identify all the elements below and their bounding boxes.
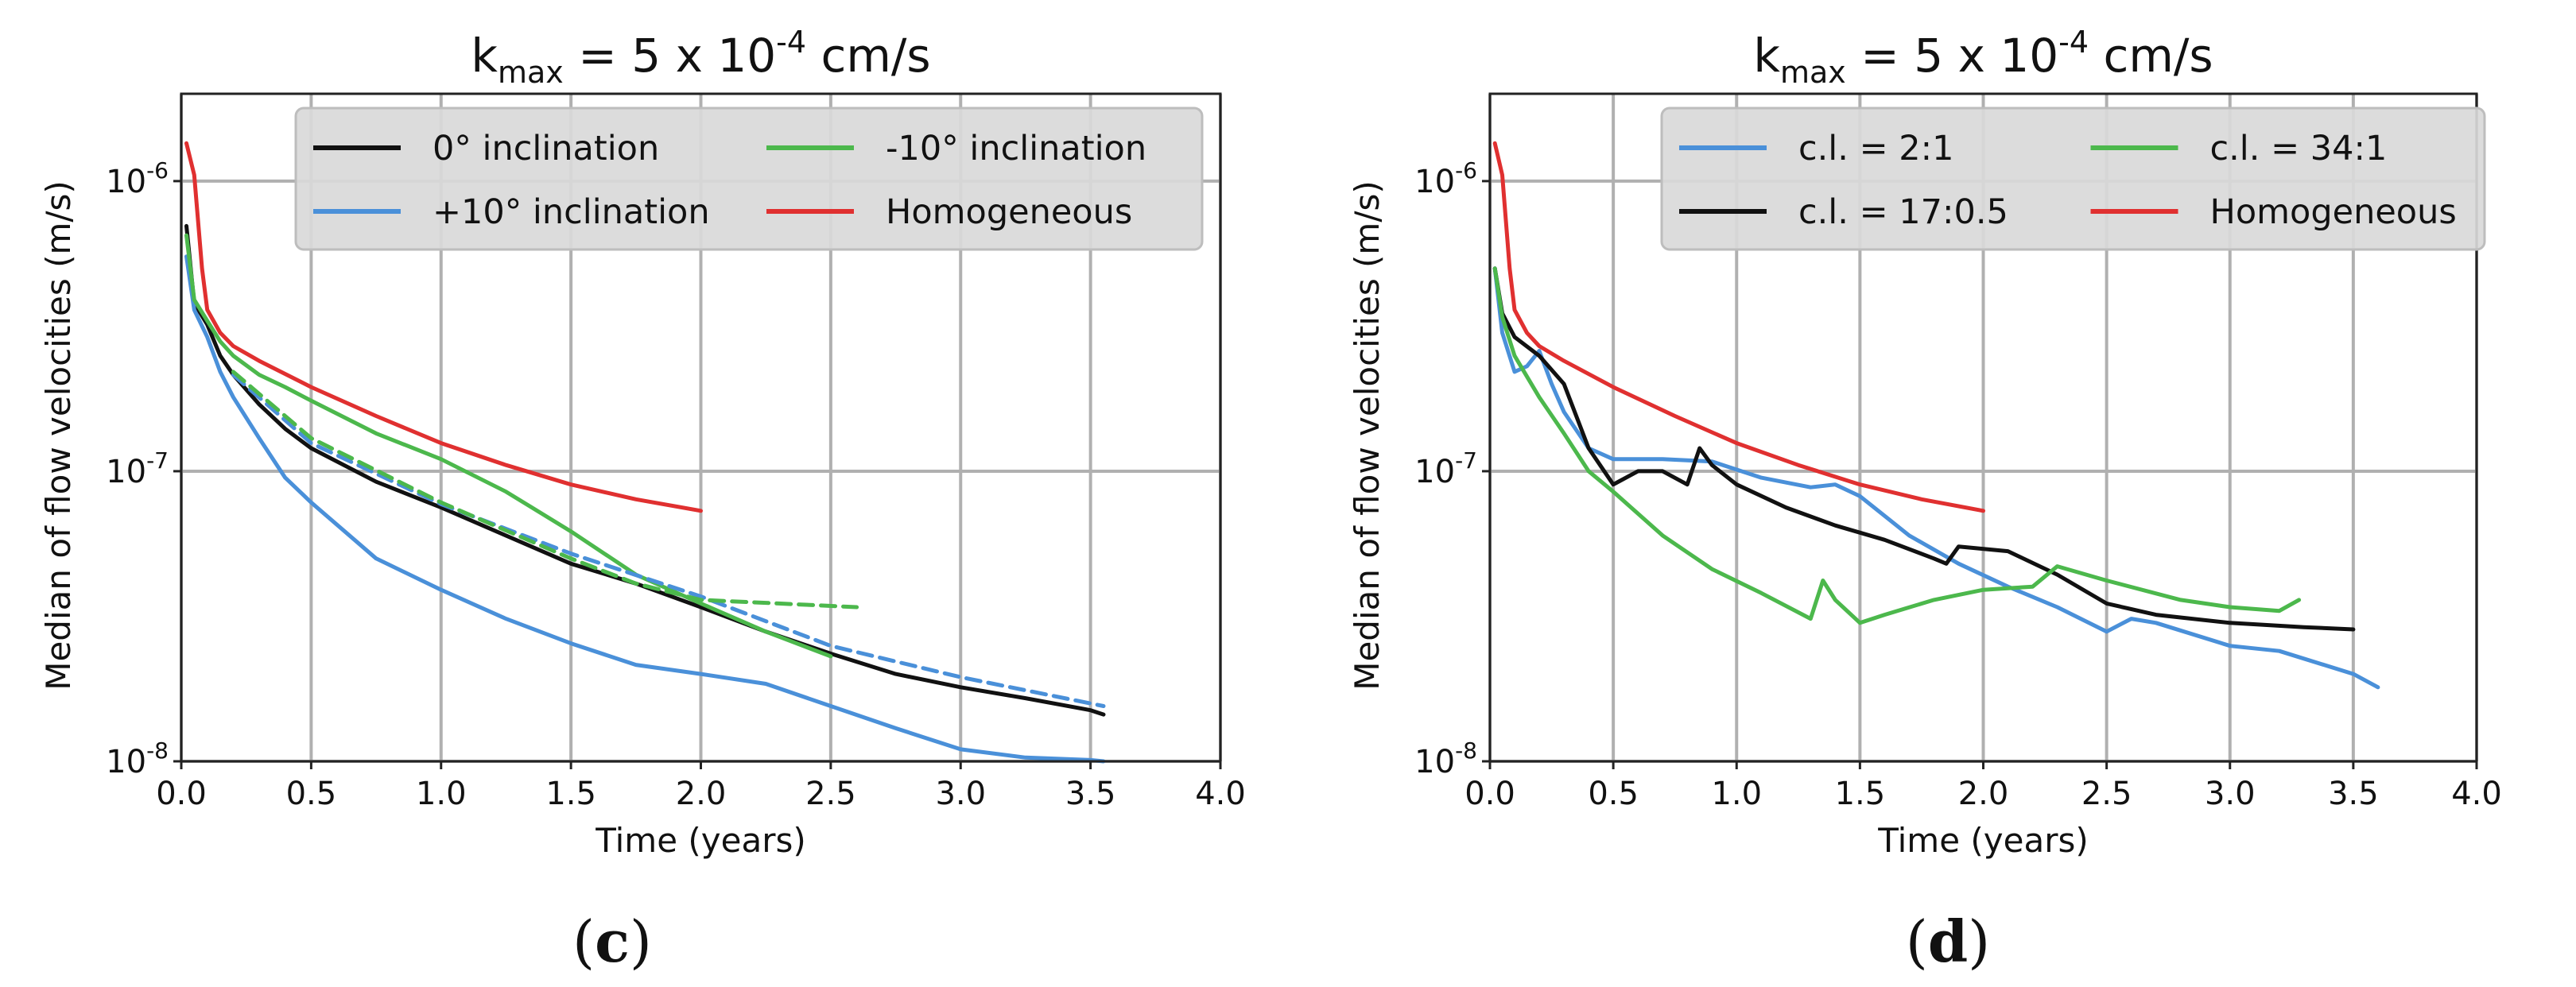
- x-tick-label: 2.0: [1958, 776, 2009, 812]
- y-tick-label: 10-7: [106, 447, 169, 490]
- figure-caption: (d): [1906, 908, 1991, 975]
- y-tick-label: 10-6: [106, 157, 169, 200]
- legend-label: +10° inclination: [433, 192, 710, 232]
- legend-label: Homogeneous: [2210, 192, 2457, 232]
- chart-panel-c: 0.0 0.5 1.0 1.5 2.0 2.5 3.0 3.5 4.0 10-8 10-7 10-6 T…: [39, 25, 1246, 975]
- x-tick-label: 3.0: [2205, 776, 2256, 812]
- series-line--10-inclination: [184, 254, 1106, 764]
- x-axis-label: Time (years): [595, 821, 806, 860]
- legend-box: [1660, 106, 2486, 251]
- figure-caption: (c): [572, 908, 652, 975]
- chart-title: kmax = 5 x 10-4 cm/s: [1753, 25, 2213, 90]
- series-line-0-inclination: [184, 223, 1106, 717]
- series-line--10-inclination-dashed-: [231, 370, 859, 610]
- x-tick-label: 1.0: [416, 776, 467, 812]
- x-tick-label: 0.0: [156, 776, 207, 812]
- y-axis-label: Median of flow velocities (m/s): [39, 180, 78, 691]
- x-tick-label: 0.5: [1588, 776, 1639, 812]
- legend: c.l. = 2:1 c.l. = 34:1 c.l. = 17:0.5 Homoge…: [1660, 106, 2486, 251]
- series-line-homogeneous: [184, 141, 703, 513]
- x-tick-label: 3.0: [935, 776, 986, 812]
- x-tick-label: 1.5: [545, 776, 596, 812]
- x-tick-label: 4.0: [2451, 776, 2502, 812]
- legend-label: Homogeneous: [886, 192, 1132, 232]
- chart-panel-d: 0.0 0.5 1.0 1.5 2.0 2.5 3.0 3.5 4.0 10-8 10-7 10-6 T…: [1348, 25, 2502, 975]
- y-tick-label: 10-8: [106, 737, 169, 780]
- legend-label: 0° inclination: [433, 129, 659, 168]
- x-tick-label: 1.5: [1835, 776, 1886, 812]
- x-tick-label: 0.0: [1465, 776, 1515, 812]
- y-tick-label: 10-8: [1414, 737, 1477, 780]
- x-tick-label: 2.5: [2081, 776, 2132, 812]
- series-line--10-inclination-dashed-: [231, 373, 1106, 708]
- legend-label: -10° inclination: [886, 129, 1146, 168]
- series-line--10-inclination: [184, 233, 833, 659]
- series-line-c-l-17-0-5: [1492, 266, 2356, 632]
- x-tick-label: 3.5: [1065, 776, 1116, 812]
- legend-label: c.l. = 2:1: [1798, 129, 1954, 168]
- x-axis-label: Time (years): [1877, 821, 2089, 860]
- x-tick-label: 3.5: [2328, 776, 2379, 812]
- series-line-homogeneous: [1492, 141, 1985, 513]
- x-tick-label: 1.0: [1711, 776, 1762, 812]
- x-tick-label: 4.0: [1195, 776, 1246, 812]
- x-tick-label: 0.5: [286, 776, 337, 812]
- legend-label: c.l. = 17:0.5: [1798, 192, 2008, 232]
- legend-label: c.l. = 34:1: [2210, 129, 2388, 168]
- legend-box: [294, 106, 1204, 251]
- y-axis-label: Median of flow velocities (m/s): [1348, 180, 1387, 691]
- x-tick-label: 2.0: [676, 776, 727, 812]
- y-tick-label: 10-7: [1414, 447, 1477, 490]
- x-tick-label: 2.5: [805, 776, 856, 812]
- series-line-c-l-34-1: [1492, 266, 2302, 625]
- legend: 0° inclination -10° inclination +10° incli…: [294, 106, 1204, 251]
- y-tick-label: 10-6: [1414, 157, 1477, 200]
- chart-title: kmax = 5 x 10-4 cm/s: [471, 25, 930, 90]
